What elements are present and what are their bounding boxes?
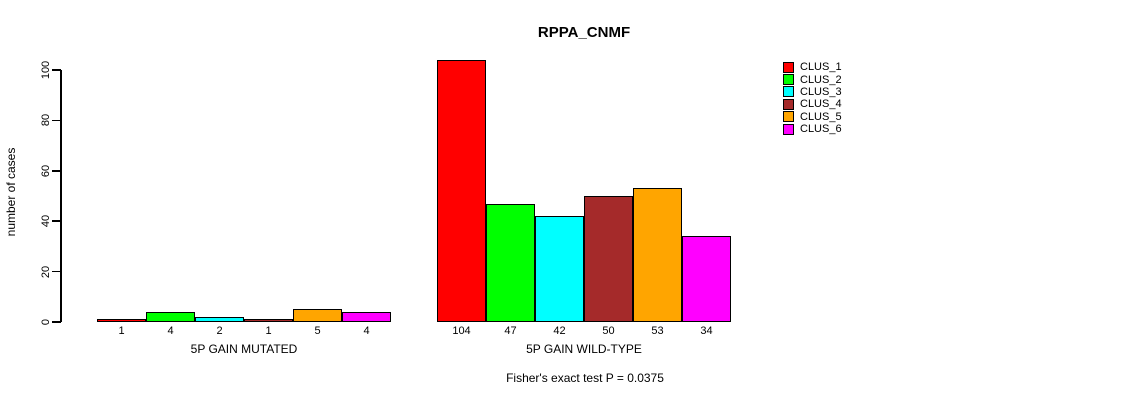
bar-value-label: 1 xyxy=(118,325,125,337)
bar xyxy=(97,319,146,322)
legend-label: CLUS_2 xyxy=(800,73,842,86)
legend-label: CLUS_4 xyxy=(800,98,842,111)
legend-label: CLUS_5 xyxy=(800,110,842,123)
bar-value-label: 50 xyxy=(602,325,615,337)
legend-swatch xyxy=(783,74,794,86)
legend-item: CLUS_1 xyxy=(783,61,842,73)
legend-item: CLUS_2 xyxy=(783,73,842,86)
group-label: 5P GAIN MUTATED xyxy=(190,342,298,356)
chart-title: RPPA_CNMF xyxy=(537,24,631,41)
y-tick-mark xyxy=(52,321,61,323)
y-tick-mark xyxy=(52,170,61,172)
bar-value-label: 4 xyxy=(363,325,370,337)
y-axis-line xyxy=(60,70,62,322)
y-tick-mark xyxy=(52,220,61,222)
bar-value-label: 4 xyxy=(167,325,174,337)
bar-value-label: 104 xyxy=(452,325,471,337)
legend-label: CLUS_6 xyxy=(800,123,842,136)
legend-label: CLUS_3 xyxy=(800,85,842,98)
bar xyxy=(195,316,244,322)
bar xyxy=(584,196,633,322)
bar xyxy=(633,188,682,322)
bar xyxy=(293,309,342,322)
legend-item: CLUS_6 xyxy=(783,123,842,135)
y-tick-label: 20 xyxy=(40,265,52,278)
group-label: 5P GAIN WILD-TYPE xyxy=(526,342,642,356)
bar-value-label: 34 xyxy=(700,325,713,337)
bar-value-label: 53 xyxy=(651,325,664,337)
bar-value-label: 47 xyxy=(504,325,517,337)
bar-value-label: 2 xyxy=(216,325,223,337)
legend-swatch xyxy=(783,98,794,110)
legend-label: CLUS_1 xyxy=(800,61,842,74)
annotation-text: Fisher's exact test P = 0.0375 xyxy=(506,371,664,385)
y-tick-mark xyxy=(52,119,61,122)
y-tick-label: 0 xyxy=(40,318,52,326)
bar xyxy=(146,311,195,322)
y-tick-label: 40 xyxy=(40,215,52,228)
y-tick-label: 100 xyxy=(40,60,52,80)
legend-item: CLUS_4 xyxy=(783,98,842,110)
bar xyxy=(535,216,584,322)
y-tick-label: 60 xyxy=(40,164,52,177)
y-tick-mark xyxy=(52,69,61,71)
legend-swatch xyxy=(783,123,794,135)
y-axis-label: number of cases xyxy=(4,147,18,237)
legend-swatch xyxy=(783,86,794,98)
legend-swatch xyxy=(783,61,794,73)
bar xyxy=(342,311,391,322)
bar xyxy=(437,59,486,322)
bar-value-label: 42 xyxy=(553,325,566,337)
legend-item: CLUS_3 xyxy=(783,86,842,98)
bar xyxy=(682,236,731,322)
legend: CLUS_1 CLUS_2 CLUS_3 CLUS_4 CLUS_5 CLUS_6 xyxy=(783,61,842,135)
bar-value-label: 5 xyxy=(314,325,321,337)
legend-swatch xyxy=(783,111,794,123)
y-tick-label: 80 xyxy=(40,114,52,127)
legend-item: CLUS_5 xyxy=(783,111,842,123)
bar xyxy=(244,319,293,322)
bar-value-label: 1 xyxy=(265,325,272,337)
bar xyxy=(486,203,535,322)
y-tick-mark xyxy=(52,270,61,273)
